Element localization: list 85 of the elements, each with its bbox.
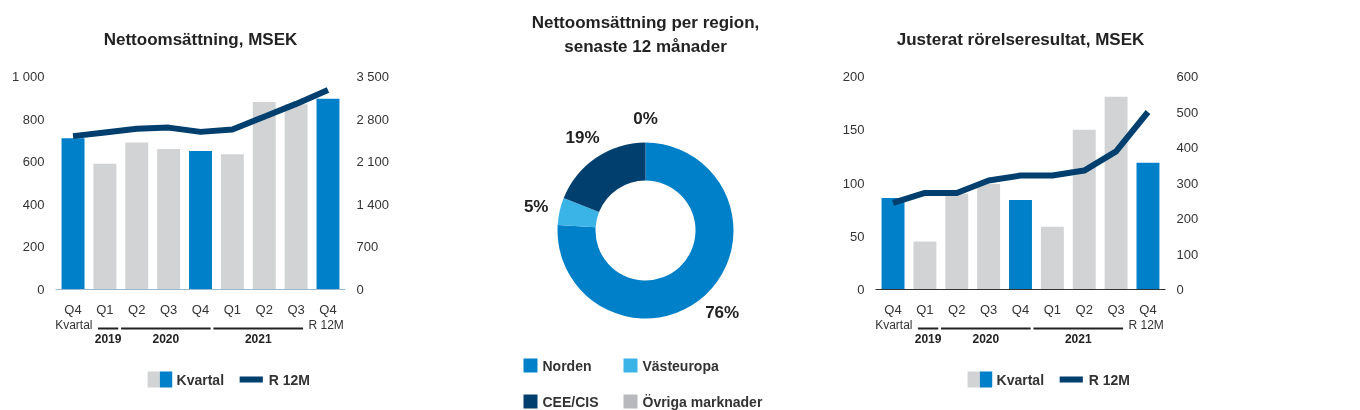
bar — [945, 193, 969, 290]
y-tick-label: 50 — [850, 228, 865, 244]
x-tick-label: Q2 — [255, 301, 273, 317]
bar — [93, 163, 117, 290]
text: 2021 — [244, 332, 272, 346]
y2-tick-label: 400 — [1176, 140, 1199, 155]
x-tick-label: Q4 — [884, 301, 902, 317]
legend-label: Västeuropa — [642, 357, 719, 374]
text: 0% — [633, 109, 658, 128]
y2-tick-label: 3 500 — [356, 69, 390, 84]
text: 2021 — [1064, 332, 1092, 346]
x-tick-label: Q1 — [916, 301, 934, 317]
y2-tick-label: 500 — [1176, 104, 1199, 120]
y2-tick-label: 300 — [1176, 175, 1199, 191]
text: R 12M — [1128, 317, 1164, 332]
x-tick-label: Q3 — [159, 301, 178, 317]
legend-label: Norden — [542, 357, 592, 374]
y2-tick-label: 0 — [1176, 282, 1184, 297]
bar — [1072, 129, 1096, 290]
x-tick-label: Q1 — [96, 301, 114, 317]
y-tick-label: 200 — [22, 239, 45, 255]
y2-tick-label: 700 — [356, 239, 379, 255]
text: Kvartal — [875, 317, 913, 332]
y2-tick-label: 600 — [1176, 69, 1199, 84]
legend-label: Övriga marknader — [642, 393, 763, 410]
text: Kvartal — [55, 317, 93, 332]
y2-tick-label: 200 — [1176, 211, 1199, 226]
y-tick-label: 200 — [842, 69, 865, 84]
y2-tick-label: 1 400 — [356, 196, 390, 212]
y-tick-label: 800 — [22, 111, 45, 127]
y2-tick-label: 0 — [356, 282, 364, 297]
x-tick-label: Q4 — [319, 301, 337, 317]
legend-label: R 12M — [268, 371, 310, 388]
bar — [157, 148, 181, 290]
bar — [913, 241, 937, 290]
x-tick-label: Q3 — [1107, 301, 1125, 317]
x-tick-label: Q4 — [1139, 301, 1157, 317]
x-tick-label: Q4 — [64, 301, 82, 317]
legend-label: R 12M — [1088, 371, 1130, 388]
x-tick-label: Q1 — [223, 301, 242, 317]
x-tick-label: Q3 — [979, 301, 998, 317]
bar — [284, 104, 308, 290]
text: R 12M — [308, 317, 344, 332]
y-tick-label: 0 — [857, 282, 865, 297]
text: 2019 — [914, 332, 942, 346]
chart-title: Nettoomsättning per region, senaste 12 månader — [531, 12, 760, 57]
bar — [977, 184, 1001, 290]
bar — [189, 151, 212, 290]
x-tick-label: Q4 — [191, 301, 210, 317]
y-tick-label: 0 — [37, 282, 45, 297]
bar — [316, 98, 340, 290]
bar — [1104, 96, 1128, 290]
text: 2019 — [94, 332, 122, 346]
x-tick-label: Q1 — [1043, 301, 1062, 317]
y-tick-label: 600 — [22, 154, 45, 170]
bar — [252, 102, 276, 290]
data-label: 76% — [705, 302, 740, 322]
y2-tick-label: 2 100 — [356, 154, 390, 170]
bar — [881, 197, 905, 290]
data-label: 5% — [523, 196, 549, 216]
x-tick-label: Q2 — [128, 301, 146, 317]
y2-tick-label: 100 — [1176, 246, 1199, 262]
x-tick-label: Q3 — [287, 301, 305, 317]
legend-label: Kvartal — [176, 371, 225, 388]
y-tick-label: 150 — [842, 122, 865, 138]
x-tick-label: Q4 — [1011, 301, 1030, 317]
chart-title: Justerat rörelseresultat, MSEK — [896, 30, 1145, 49]
x-tick-label: Q2 — [948, 301, 966, 317]
bar — [125, 142, 149, 290]
y-tick-label: 1 000 — [11, 69, 45, 84]
legend-label: CEE/CIS — [542, 393, 599, 410]
bar — [61, 138, 85, 290]
y-tick-label: 100 — [842, 175, 865, 191]
legend-label: Kvartal — [996, 371, 1045, 388]
text: 2020 — [972, 332, 1000, 346]
y2-tick-label: 2 800 — [356, 111, 390, 127]
data-label: 19% — [565, 128, 600, 148]
bar — [1040, 226, 1064, 290]
y-tick-label: 400 — [22, 196, 45, 212]
x-tick-label: Q2 — [1075, 301, 1093, 317]
bar — [1136, 162, 1160, 290]
bar — [1009, 200, 1032, 290]
chart-title: Nettoomsättning, MSEK — [103, 30, 299, 49]
text: 2020 — [152, 332, 180, 346]
bar — [220, 154, 244, 290]
